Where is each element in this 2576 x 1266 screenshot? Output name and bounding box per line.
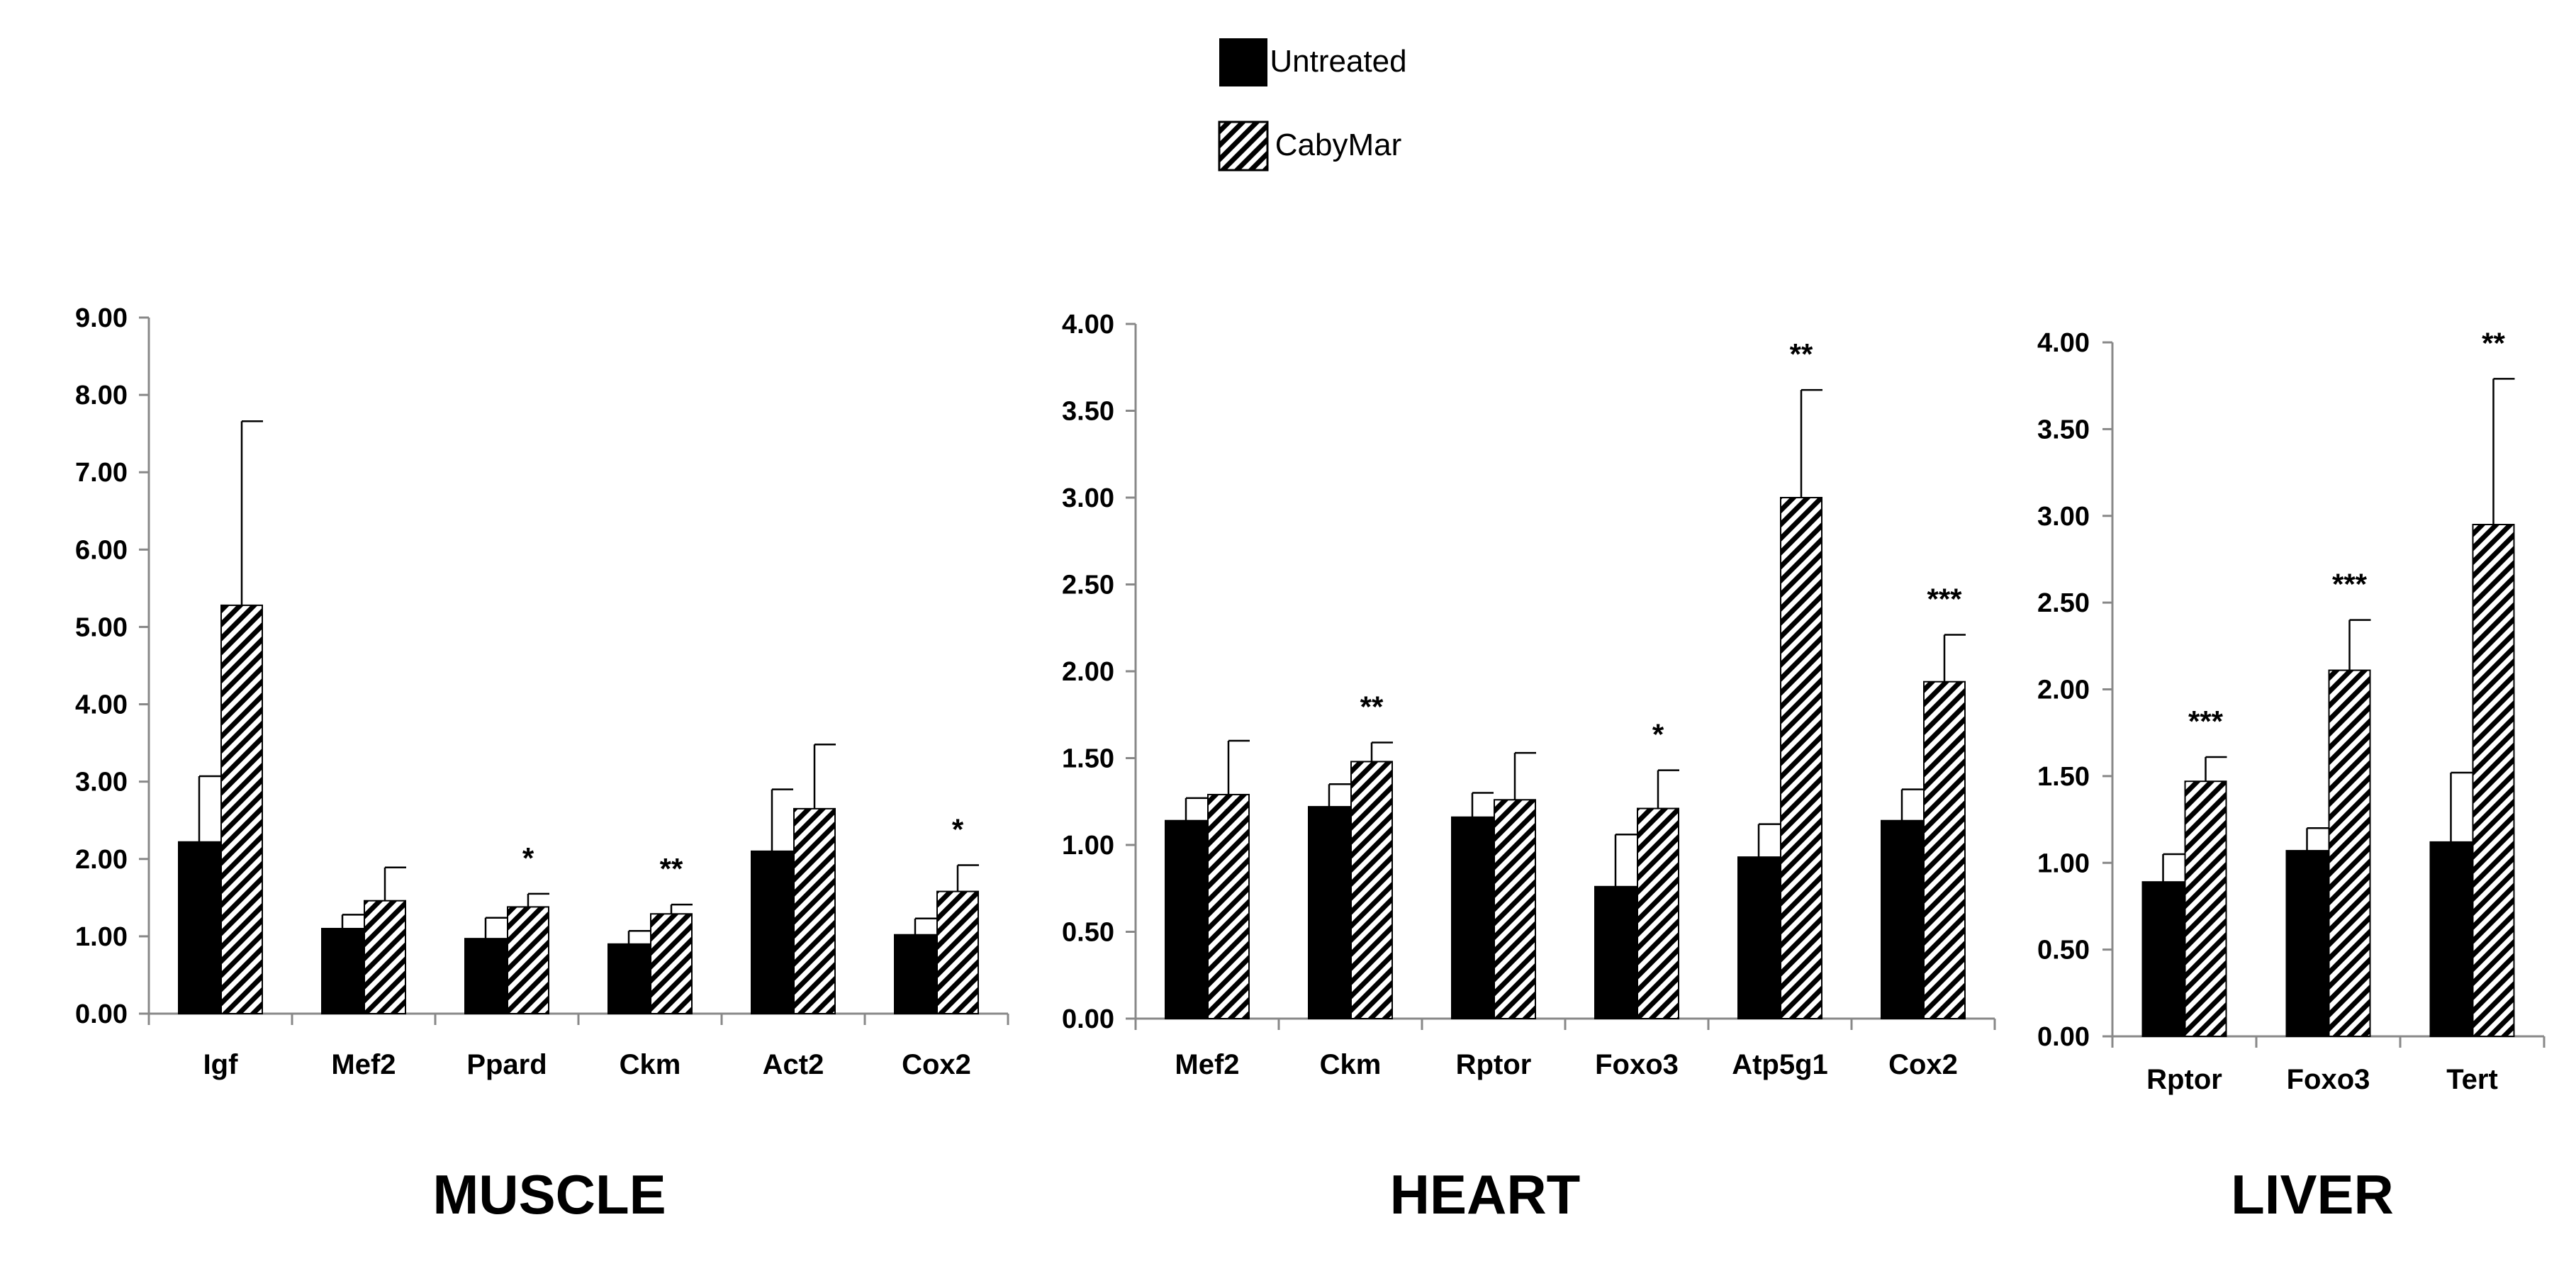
category-label: Foxo3 xyxy=(1595,1049,1679,1080)
y-tick-label: 1.00 xyxy=(2037,848,2090,878)
category-label: Act2 xyxy=(763,1049,824,1080)
y-tick-label: 2.50 xyxy=(2037,588,2090,618)
bar-cabymar xyxy=(1780,497,1822,1019)
legend-item-cabymar: CabyMar xyxy=(1218,121,1402,172)
bar-untreated xyxy=(2429,841,2473,1037)
significance-label: ** xyxy=(1360,690,1384,723)
y-tick-label: 0.50 xyxy=(1062,918,1114,948)
bar-untreated xyxy=(464,938,507,1015)
legend-swatch-cabymar xyxy=(1218,121,1269,172)
bar-untreated xyxy=(894,934,936,1014)
bar-cabymar xyxy=(2328,669,2371,1037)
y-tick-label: 4.00 xyxy=(2037,328,2090,358)
y-tick-label: 8.00 xyxy=(75,381,128,410)
bar-cabymar xyxy=(2184,780,2227,1038)
category-label: Tert xyxy=(2446,1064,2498,1095)
bar-untreated xyxy=(1594,885,1637,1020)
significance-label: ** xyxy=(660,852,683,885)
y-tick-label: 0.00 xyxy=(75,999,128,1029)
chart-muscle: 0.00 1.00 2.00 3.00 4.00 5.00 6.00 7.00 8.00 9.00… xyxy=(75,303,1009,1226)
bar-untreated xyxy=(1737,856,1780,1020)
bar-untreated xyxy=(1451,816,1494,1020)
category-label: Mef2 xyxy=(331,1049,396,1080)
significance-label: * xyxy=(952,813,964,846)
legend-label-untreated: Untreated xyxy=(1270,44,1406,79)
category-label: Igf xyxy=(203,1049,239,1080)
y-tick-label: 3.50 xyxy=(1062,397,1114,427)
bar-untreated xyxy=(607,943,650,1015)
panel-title: LIVER xyxy=(2231,1163,2394,1226)
y-tick-label: 1.50 xyxy=(2037,762,2090,792)
bar-cabymar xyxy=(2472,523,2515,1037)
bar-cabymar xyxy=(220,604,263,1014)
bar-untreated xyxy=(2141,881,2185,1037)
y-tick-label: 3.00 xyxy=(2037,502,2090,532)
category-label: Cox2 xyxy=(1888,1049,1958,1080)
significance-label: *** xyxy=(2188,705,2224,738)
y-tick-label: 3.00 xyxy=(1062,483,1114,513)
y-tick-label: 0.50 xyxy=(2037,936,2090,965)
bar-cabymar xyxy=(1923,680,1966,1019)
legend-label-cabymar: CabyMar xyxy=(1275,128,1402,162)
bar-cabymar xyxy=(936,890,979,1015)
y-tick-label: 6.00 xyxy=(75,535,128,565)
bar-cabymar xyxy=(793,807,836,1015)
y-tick-label: 4.00 xyxy=(1062,310,1114,340)
significance-label: ** xyxy=(1790,337,1813,371)
category-label: Rptor xyxy=(1456,1049,1532,1080)
y-tick-label: 2.00 xyxy=(2037,676,2090,705)
bar-cabymar xyxy=(1350,761,1393,1020)
bar-untreated xyxy=(178,841,220,1014)
legend-item-untreated: Untreated xyxy=(1219,38,1407,86)
panel-title: HEART xyxy=(1390,1163,1581,1226)
category-label: Cox2 xyxy=(902,1049,971,1080)
y-tick-label: 1.00 xyxy=(75,922,128,952)
bar-cabymar xyxy=(507,906,549,1014)
y-tick-label: 7.00 xyxy=(75,458,128,488)
significance-label: *** xyxy=(2332,568,2368,601)
chart-liver: 0.00 0.50 1.00 1.50 2.00 2.50 3.00 3.50 4.00 *** R… xyxy=(2037,326,2546,1226)
bar-cabymar xyxy=(1637,807,1679,1020)
y-tick-label: 1.50 xyxy=(1062,744,1114,774)
category-label: Ckm xyxy=(1320,1049,1382,1080)
significance-label: * xyxy=(1652,718,1664,751)
legend-swatch-untreated xyxy=(1219,38,1267,86)
bar-cabymar xyxy=(1494,799,1536,1020)
bar-untreated xyxy=(2285,850,2329,1038)
category-label: Ckm xyxy=(620,1049,681,1080)
y-tick-label: 2.50 xyxy=(1062,571,1114,600)
y-tick-label: 3.00 xyxy=(75,768,128,797)
category-label: Mef2 xyxy=(1175,1049,1239,1080)
y-tick-label: 2.00 xyxy=(75,845,128,875)
chart-heart: 0.00 0.50 1.00 1.50 2.00 2.50 3.00 3.50 4.00 Mef2… xyxy=(1062,310,1996,1226)
category-label: Rptor xyxy=(2146,1064,2222,1095)
bar-untreated xyxy=(1881,819,1923,1019)
y-tick-label: 1.00 xyxy=(1062,831,1114,861)
category-label: Ppard xyxy=(466,1049,547,1080)
bar-cabymar xyxy=(364,900,406,1014)
bar-untreated xyxy=(1308,806,1350,1019)
bar-untreated xyxy=(1165,819,1207,1019)
y-tick-label: 0.00 xyxy=(1062,1004,1114,1034)
y-tick-label: 5.00 xyxy=(75,612,128,642)
category-label: Foxo3 xyxy=(2287,1064,2370,1095)
panel-title: MUSCLE xyxy=(432,1163,666,1226)
y-tick-label: 9.00 xyxy=(75,303,128,333)
y-tick-label: 3.50 xyxy=(2037,415,2090,444)
significance-label: * xyxy=(522,841,534,875)
bar-cabymar xyxy=(650,913,693,1015)
legend: Untreated CabyMar xyxy=(1218,38,1407,172)
bar-cabymar xyxy=(1207,793,1250,1019)
bar-untreated xyxy=(751,850,793,1015)
category-label: Atp5g1 xyxy=(1732,1049,1828,1080)
y-tick-label: 0.00 xyxy=(2037,1022,2090,1052)
significance-label: ** xyxy=(2482,326,2505,359)
y-tick-label: 4.00 xyxy=(75,690,128,720)
significance-label: *** xyxy=(1927,583,1962,616)
y-tick-label: 2.00 xyxy=(1062,657,1114,687)
bar-untreated xyxy=(321,927,364,1015)
